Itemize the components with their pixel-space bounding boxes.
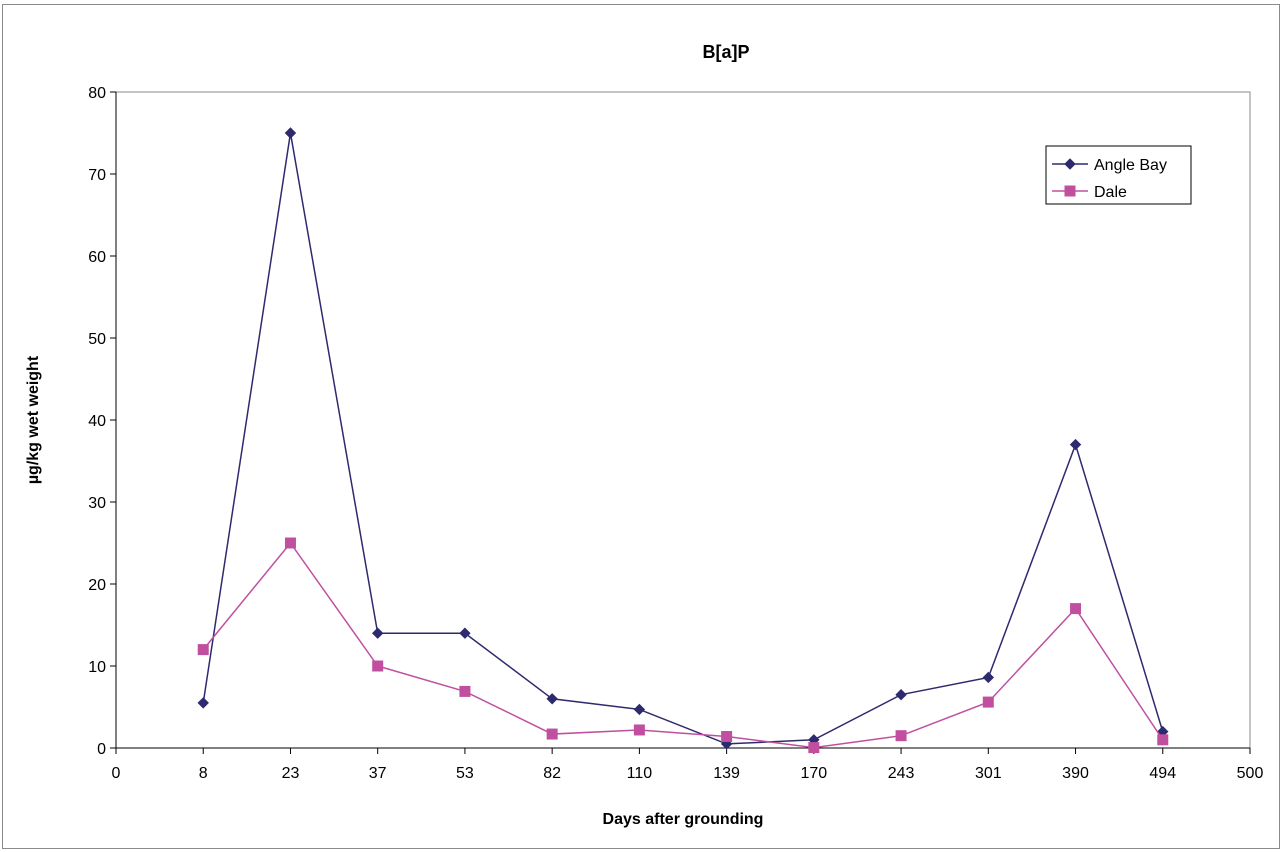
y-tick-label: 10 xyxy=(88,659,106,676)
data-point-dale xyxy=(197,644,209,656)
x-tick-label: 243 xyxy=(888,765,915,782)
legend-box xyxy=(1045,145,1192,205)
data-point-dale xyxy=(982,696,994,708)
y-tick-label: 80 xyxy=(88,85,106,102)
x-tick-label: 139 xyxy=(713,765,740,782)
legend-marker-dale xyxy=(1064,185,1076,197)
x-tick-label: 8 xyxy=(199,765,208,782)
legend-label-dale: Dale xyxy=(1094,184,1127,201)
series-layer xyxy=(197,127,1169,754)
x-tick-label: 390 xyxy=(1062,765,1089,782)
chart-title: B[a]P xyxy=(702,42,749,62)
data-point-dale xyxy=(459,685,471,697)
data-point-dale xyxy=(372,660,384,672)
x-tick-label: 301 xyxy=(975,765,1002,782)
x-axis: 0 8 23 37 53 82 110 139 170 243 301 390 494 500 xyxy=(112,747,1264,782)
legend-label-angle-bay: Angle Bay xyxy=(1094,157,1167,174)
data-point-dale xyxy=(808,742,820,754)
y-axis: 0 10 20 30 40 50 60 70 80 xyxy=(88,85,117,758)
x-tick-label: 500 xyxy=(1237,765,1264,782)
series-angle-bay xyxy=(197,127,1169,750)
series-dale xyxy=(197,537,1169,754)
data-point-dale xyxy=(633,724,645,736)
data-point-dale xyxy=(721,731,733,743)
series-line-dale xyxy=(202,541,1164,749)
data-point-angle-bay xyxy=(633,703,646,716)
data-point-angle-bay xyxy=(284,127,297,139)
x-tick-label: 53 xyxy=(456,765,474,782)
data-point-angle-bay xyxy=(982,671,995,684)
y-tick-label: 60 xyxy=(88,249,106,266)
data-point-angle-bay xyxy=(459,627,471,639)
y-axis-title: µg/kg wet weight xyxy=(25,355,42,484)
legend: Angle Bay Dale xyxy=(1045,145,1192,205)
x-axis-title: Days after grounding xyxy=(603,811,764,828)
y-tick-label: 20 xyxy=(88,577,106,594)
x-tick-label: 0 xyxy=(112,765,121,782)
data-point-dale xyxy=(895,730,907,742)
y-tick-label: 30 xyxy=(88,495,106,512)
data-point-angle-bay xyxy=(371,627,384,639)
x-tick-label: 170 xyxy=(800,765,827,782)
x-tick-label: 494 xyxy=(1149,765,1176,782)
y-tick-label: 40 xyxy=(88,413,106,430)
x-tick-label: 82 xyxy=(543,765,561,782)
data-point-angle-bay xyxy=(197,697,209,709)
data-point-angle-bay xyxy=(546,693,558,705)
data-point-dale xyxy=(1157,734,1169,746)
x-tick-label: 23 xyxy=(282,765,300,782)
x-tick-label: 110 xyxy=(627,765,653,782)
data-point-dale xyxy=(1070,603,1082,615)
data-point-dale xyxy=(284,537,296,549)
y-tick-label: 70 xyxy=(88,167,106,184)
y-tick-label: 50 xyxy=(88,331,106,348)
data-point-angle-bay xyxy=(895,688,907,701)
data-point-angle-bay xyxy=(1069,438,1082,451)
data-point-dale xyxy=(546,728,558,740)
x-tick-label: 37 xyxy=(369,765,387,782)
legend-marker-angle-bay xyxy=(1064,158,1076,170)
series-line-angle-bay xyxy=(202,132,1164,745)
y-tick-label: 0 xyxy=(97,741,106,758)
